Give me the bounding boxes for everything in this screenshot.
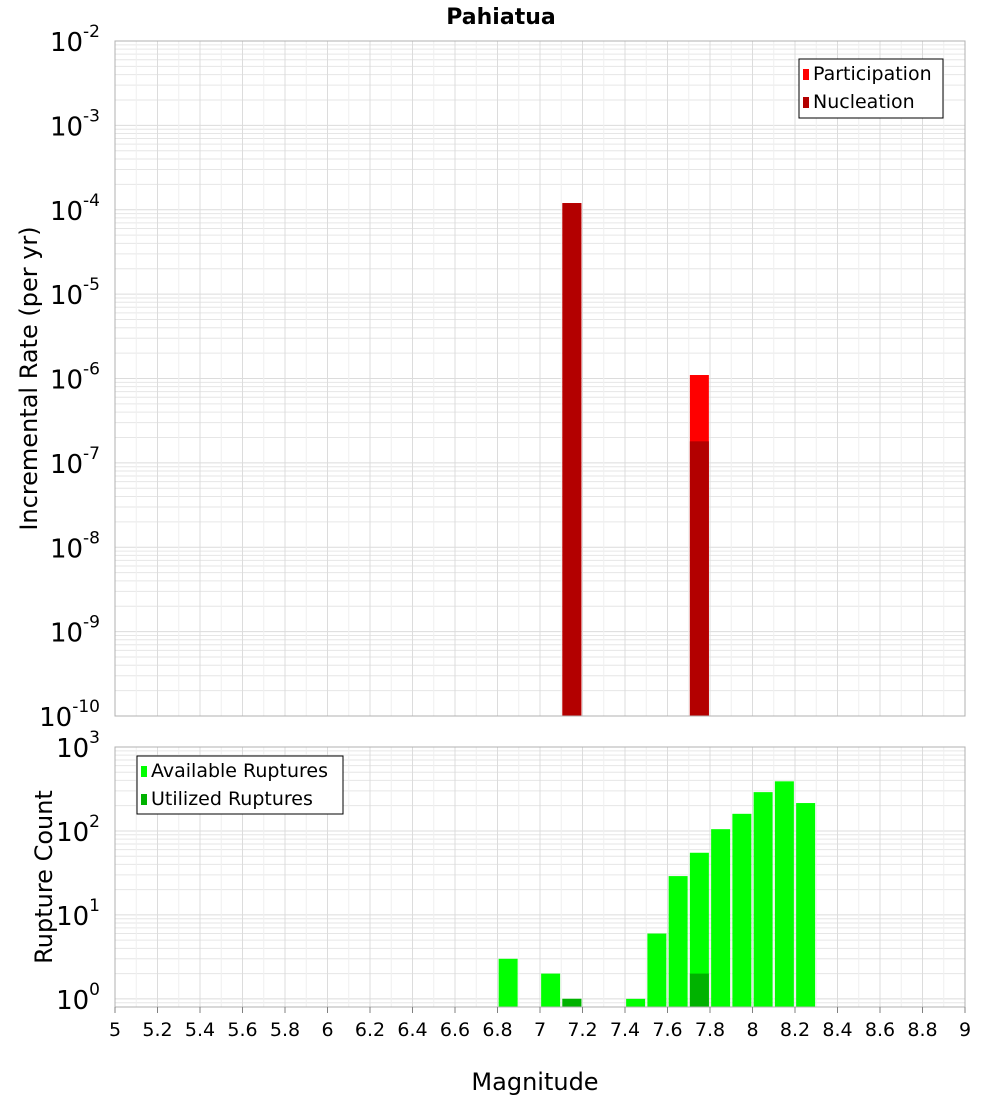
y-tick-label: 10-5	[50, 275, 100, 311]
available-ruptures-bar	[541, 973, 561, 1007]
x-tick-label: 6.6	[440, 1019, 470, 1041]
x-tick-label: 6	[321, 1019, 333, 1041]
legend-swatch	[803, 97, 809, 108]
y-tick-label: 10-3	[50, 106, 100, 142]
available-ruptures-bar	[796, 803, 816, 1007]
available-ruptures-bar	[689, 852, 709, 1007]
x-tick-label: 5.6	[227, 1019, 257, 1041]
x-tick-label: 7.8	[695, 1019, 725, 1041]
legend-label: Available Ruptures	[151, 760, 328, 782]
available-ruptures-bar	[711, 829, 731, 1007]
y-tick-label: 10-6	[50, 360, 100, 396]
available-ruptures-bar	[626, 998, 646, 1007]
nucleation-bar	[689, 441, 709, 716]
x-tick-label: 5	[109, 1019, 121, 1041]
y-tick-label: 10-7	[50, 444, 100, 480]
y-tick-label: 10-2	[50, 22, 100, 58]
x-tick-label: 6.8	[482, 1019, 512, 1041]
y-tick-label: 10-10	[39, 697, 100, 733]
available-ruptures-bar	[647, 933, 667, 1007]
legend-swatch	[141, 766, 147, 777]
x-tick-label: 9	[959, 1019, 971, 1041]
x-tick-label: 6.2	[355, 1019, 385, 1041]
available-ruptures-bar	[774, 781, 794, 1007]
x-tick-label: 5.4	[185, 1019, 215, 1041]
x-tick-label: 7	[534, 1019, 546, 1041]
plot-frame	[114, 40, 966, 717]
y-tick-label: 102	[56, 812, 100, 848]
x-axis-label: Magnitude	[471, 1068, 598, 1096]
available-ruptures-bar	[668, 876, 688, 1007]
x-tick-label: 7.4	[610, 1019, 640, 1041]
x-tick-label: 5.2	[142, 1019, 172, 1041]
nucleation-bar	[562, 203, 582, 716]
y-tick-label: 10-9	[50, 613, 100, 649]
utilized-ruptures-bar	[562, 998, 582, 1007]
x-tick-label: 5.8	[270, 1019, 300, 1041]
available-ruptures-bar	[732, 813, 752, 1007]
legend-label: Utilized Ruptures	[151, 788, 313, 810]
x-tick-label: 6.4	[397, 1019, 427, 1041]
y-tick-label: 101	[56, 896, 100, 932]
x-tick-label: 8.6	[865, 1019, 895, 1041]
x-tick-label: 7.6	[652, 1019, 682, 1041]
x-tick-label: 8.4	[822, 1019, 852, 1041]
x-tick-label: 8.8	[907, 1019, 937, 1041]
legend-swatch	[803, 69, 809, 80]
x-tick-label: 7.2	[567, 1019, 597, 1041]
available-ruptures-bar	[498, 958, 518, 1007]
y-tick-label: 10-4	[50, 191, 100, 227]
y-tick-label: 10-8	[50, 528, 100, 564]
chart-title: Pahiatua	[446, 5, 555, 30]
rate-panel: 10-10 10-9 10-8 10-7 10-6 10-5 10-4 10-3 10-2 Inc…	[15, 22, 966, 733]
legend-box	[136, 755, 344, 815]
y-tick-label: 103	[56, 728, 100, 764]
y-tick-label: 100	[56, 980, 100, 1016]
x-tick-label: 8	[746, 1019, 758, 1041]
legend-box	[798, 58, 944, 119]
legend-label: Nucleation	[813, 91, 915, 113]
y-axis-label: Rupture Count	[30, 790, 58, 964]
x-tick-label: 8.2	[780, 1019, 810, 1041]
legend-label: Participation	[813, 63, 932, 85]
utilized-ruptures-bar	[689, 973, 709, 1007]
legend-swatch	[141, 794, 147, 805]
available-ruptures-bar	[753, 792, 773, 1007]
y-axis-label: Incremental Rate (per yr)	[15, 226, 43, 530]
